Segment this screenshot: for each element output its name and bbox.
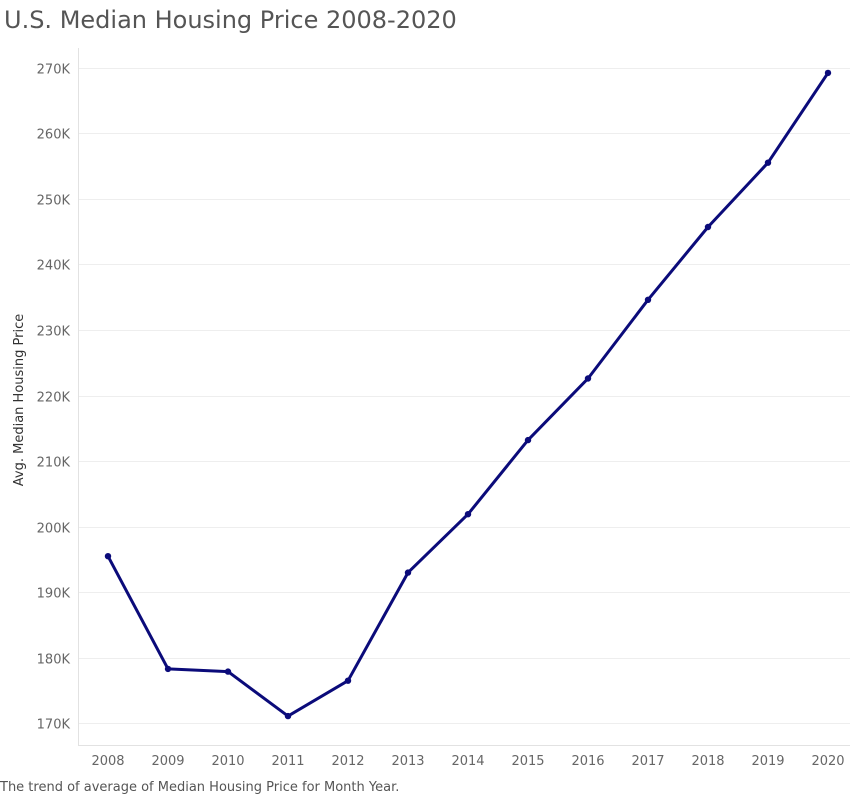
y-tick-label: 270K xyxy=(37,63,71,78)
x-tick-label: 2008 xyxy=(91,754,124,769)
x-tick-label: 2011 xyxy=(271,754,304,769)
y-tick-label: 210K xyxy=(37,456,71,471)
series-line xyxy=(106,71,830,718)
x-tick-label: 2012 xyxy=(331,754,364,769)
data-point[interactable] xyxy=(704,223,712,231)
y-tick-label: 240K xyxy=(37,259,71,274)
x-tick-label: 2014 xyxy=(451,754,484,769)
x-tick-label: 2009 xyxy=(151,754,184,769)
x-tick-label: 2015 xyxy=(511,754,544,769)
x-tick-label: 2019 xyxy=(751,754,784,769)
data-point[interactable] xyxy=(764,159,772,166)
chart-title: U.S. Median Housing Price 2008-2020 xyxy=(4,6,457,34)
gridlines xyxy=(78,68,850,724)
y-tick-label: 180K xyxy=(37,653,71,668)
data-point[interactable] xyxy=(164,665,172,673)
chart-caption: The trend of average of Median Housing P… xyxy=(0,780,400,795)
y-tick-label: 260K xyxy=(37,128,71,143)
y-tick-label: 190K xyxy=(37,587,71,602)
data-point[interactable] xyxy=(584,375,592,382)
series-line-layer xyxy=(106,71,830,718)
x-tick-label: 2013 xyxy=(391,754,424,769)
x-tick-label: 2017 xyxy=(631,754,664,769)
data-point[interactable] xyxy=(404,569,412,576)
y-tick-label: 170K xyxy=(37,718,71,733)
x-tick-label: 2020 xyxy=(811,754,844,769)
data-point[interactable] xyxy=(824,69,832,77)
axes: 170K 180K 190K 200K 210K 220K 230K 240K 250K 260K… xyxy=(37,48,850,769)
data-point[interactable] xyxy=(644,296,652,303)
y-tick-label: 230K xyxy=(37,325,71,340)
data-point[interactable] xyxy=(524,436,532,444)
data-point[interactable] xyxy=(224,668,232,675)
data-point[interactable] xyxy=(344,677,352,684)
y-axis-label: Avg. Median Housing Price xyxy=(12,314,27,486)
y-tick-label: 200K xyxy=(37,522,71,537)
x-tick-label: 2018 xyxy=(691,754,724,769)
data-point[interactable] xyxy=(464,511,472,518)
series-points-layer xyxy=(104,69,832,720)
y-tick-label: 250K xyxy=(37,194,71,209)
y-tick-label: 220K xyxy=(37,391,71,406)
x-tick-label: 2010 xyxy=(211,754,244,769)
data-point[interactable] xyxy=(284,712,292,720)
data-point[interactable] xyxy=(104,553,112,560)
x-tick-label: 2016 xyxy=(571,754,604,769)
